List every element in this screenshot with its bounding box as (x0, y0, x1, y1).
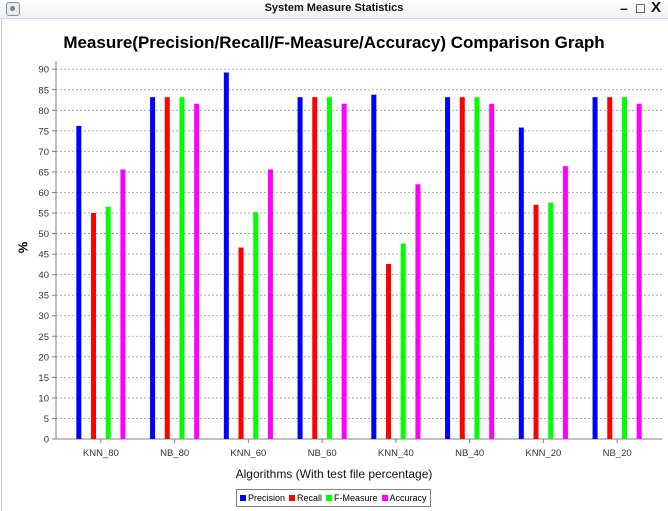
y-tick-label: 45 (38, 250, 49, 261)
y-tick-label: 80 (38, 106, 49, 117)
legend-item-f-measure: F-Measure (326, 493, 378, 503)
title-bar[interactable]: System Measure Statistics – ☐ X (0, 0, 668, 19)
y-tick-label: 90 (38, 65, 49, 76)
y-tick-label: 30 (38, 311, 49, 322)
y-tick-label: 75 (38, 126, 49, 137)
bar-accuracy-nb_20 (636, 103, 642, 439)
y-tick-label: 70 (38, 147, 49, 158)
y-tick-label: 35 (38, 291, 49, 302)
bar-f-measure-nb_60 (326, 97, 332, 439)
bar-precision-nb_20 (592, 97, 598, 439)
bar-recall-nb_80 (164, 97, 170, 439)
bar-f-measure-nb_20 (621, 97, 627, 439)
y-tick-label: 10 (38, 393, 49, 404)
bar-recall-knn_80 (91, 213, 97, 439)
bar-f-measure-nb_80 (179, 97, 185, 439)
bar-recall-nb_40 (459, 97, 465, 439)
y-tick-label: 40 (38, 270, 49, 281)
y-tick-label: 50 (38, 229, 49, 240)
y-tick-label: 25 (38, 332, 49, 343)
bar-accuracy-nb_60 (341, 103, 347, 439)
bar-precision-nb_40 (445, 97, 451, 439)
bar-accuracy-knn_20 (562, 166, 568, 439)
legend-swatch (326, 495, 333, 501)
x-tick-label: NB_60 (308, 448, 337, 459)
bar-precision-nb_60 (297, 97, 303, 439)
bar-recall-knn_60 (238, 247, 244, 439)
bar-precision-knn_80 (76, 125, 82, 439)
legend-label: F-Measure (334, 493, 378, 503)
bar-f-measure-knn_40 (400, 243, 406, 439)
bar-accuracy-knn_60 (267, 169, 273, 440)
legend-label: Accuracy (389, 493, 427, 503)
bar-precision-knn_60 (223, 72, 229, 440)
y-tick-label: 55 (38, 209, 49, 220)
x-tick-label: NB_40 (455, 448, 484, 459)
window-title: System Measure Statistics (264, 2, 404, 14)
y-tick-label: 60 (38, 188, 49, 199)
legend-swatch (289, 495, 296, 501)
y-tick-label: 0 (44, 435, 49, 446)
bar-recall-knn_20 (533, 204, 539, 439)
bar-f-measure-knn_60 (253, 212, 259, 439)
bar-accuracy-nb_40 (489, 103, 495, 439)
y-tick-label: 20 (38, 352, 49, 363)
legend-item-accuracy: Accuracy (381, 493, 427, 503)
close-button[interactable]: X (651, 0, 662, 16)
legend-item-precision: Precision (240, 493, 285, 503)
x-tick-label: KNN_80 (83, 448, 119, 459)
plot-area (56, 61, 662, 439)
x-tick-label: KNN_40 (378, 448, 414, 459)
y-axis-label: % (15, 241, 31, 254)
window-border (1, 18, 2, 511)
app-icon[interactable] (6, 2, 20, 16)
minimize-button[interactable]: – (620, 0, 628, 16)
bar-precision-nb_80 (150, 97, 156, 439)
bar-precision-knn_40 (371, 94, 377, 439)
chart-title: Measure(Precision/Recall/F-Measure/Accur… (63, 33, 605, 52)
bar-accuracy-nb_80 (194, 103, 200, 439)
bar-recall-knn_40 (386, 263, 392, 439)
chart-legend: Precision Recall F-Measure Accuracy (236, 489, 431, 507)
bar-precision-knn_20 (518, 127, 524, 440)
maximize-button[interactable]: ☐ (635, 2, 646, 16)
bar-f-measure-knn_80 (105, 206, 111, 439)
y-tick-label: 5 (44, 414, 49, 425)
x-tick-label: NB_80 (160, 448, 189, 459)
legend-swatch (240, 495, 246, 501)
x-tick-label: NB_20 (603, 448, 632, 459)
bar-recall-nb_20 (607, 97, 613, 439)
y-tick-label: 85 (38, 85, 49, 96)
legend-item-recall: Recall (289, 493, 322, 503)
legend-label: Recall (297, 493, 323, 503)
bar-f-measure-knn_20 (548, 202, 554, 439)
x-tick-label: KNN_20 (525, 448, 561, 459)
legend-swatch (381, 495, 388, 501)
bar-accuracy-knn_80 (120, 169, 126, 440)
y-tick-label: 65 (38, 167, 49, 178)
bar-accuracy-knn_40 (415, 184, 421, 439)
legend-label: Precision (248, 493, 286, 503)
x-tick-label: KNN_60 (230, 448, 266, 459)
x-axis-label: Algorithms (With test file percentage) (235, 467, 433, 481)
y-tick-label: 15 (38, 373, 49, 384)
bar-f-measure-nb_40 (474, 97, 480, 439)
bar-recall-nb_60 (312, 97, 318, 439)
